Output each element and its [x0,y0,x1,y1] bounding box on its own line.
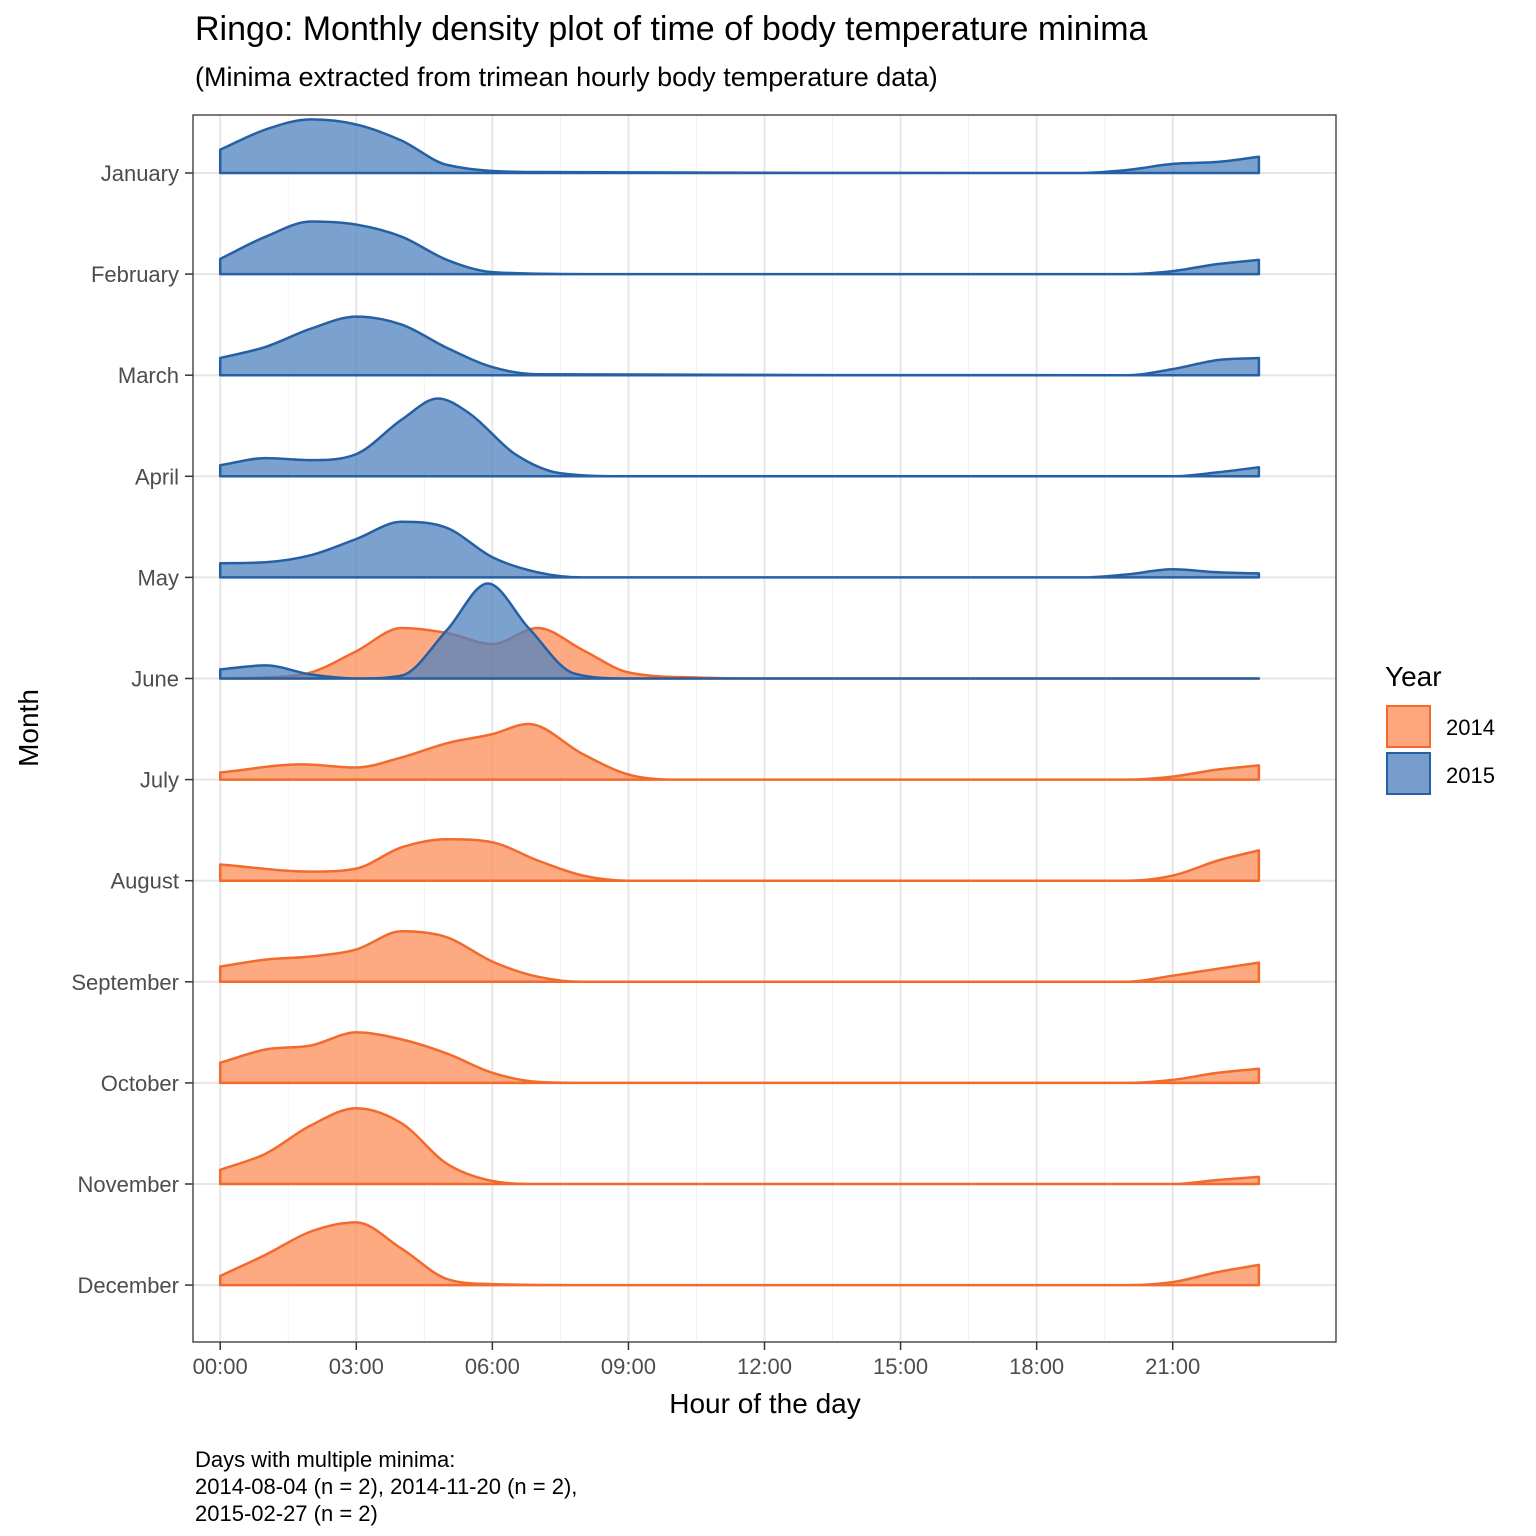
y-tick-label-october: October [101,1071,179,1096]
chart-title: Ringo: Monthly density plot of time of b… [195,10,1148,48]
y-tick-label-may: May [137,565,179,590]
y-tick-label-february: February [91,262,179,287]
x-tick-label: 21:00 [1145,1354,1200,1379]
ridge-march-2015 [218,315,1261,377]
y-tick-label-january: January [101,161,179,186]
ridge-may-2015 [218,520,1261,579]
y-tick-label-august: August [111,869,180,894]
ridge-layer [218,118,1261,1287]
caption-line: 2014-08-04 (n = 2), 2014-11-20 (n = 2), [195,1474,578,1499]
y-tick-label-july: July [140,768,179,793]
ridge-august-2014 [218,837,1261,882]
legend: Year 2014 2015 [1385,661,1495,795]
ridge-july-2014 [218,722,1261,781]
ridge-february-2015 [218,220,1261,276]
x-tick-label: 09:00 [601,1354,656,1379]
ridge-january-2015 [218,118,1261,175]
x-tick-label: 03:00 [329,1354,384,1379]
legend-swatch-2014 [1386,705,1431,748]
y-tick-label-september: September [71,970,179,995]
caption-line: Days with multiple minima: [195,1447,456,1472]
ridge-june-2015 [218,582,1261,680]
legend-title: Year [1385,661,1442,692]
ridge-september-2014 [218,930,1261,984]
ridge-november-2014 [218,1106,1261,1186]
y-tick-label-december: December [78,1273,179,1298]
x-axis-title: Hour of the day [669,1388,860,1419]
y-tick-label-june: June [131,667,179,692]
x-tick-label: 18:00 [1009,1354,1064,1379]
axis-layer: January February March April May June July Augu… [71,161,1200,1379]
y-axis-title: Month [13,689,44,767]
chart-subtitle: (Minima extracted from trimean hourly bo… [195,62,938,92]
x-tick-label: 00:00 [193,1354,248,1379]
x-tick-label: 15:00 [873,1354,928,1379]
y-tick-label-november: November [78,1172,179,1197]
caption-line: 2015-02-27 (n = 2) [195,1501,378,1526]
x-tick-label: 12:00 [737,1354,792,1379]
chart-caption: Days with multiple minima: 2014-08-04 (n… [195,1446,577,1527]
ridge-october-2014 [218,1031,1261,1085]
x-tick-label: 06:00 [465,1354,520,1379]
legend-swatch-2015 [1386,752,1431,795]
ridge-december-2014 [218,1221,1261,1287]
legend-label-2014: 2014 [1446,715,1495,740]
y-tick-label-march: March [118,363,179,388]
y-tick-label-april: April [135,464,179,489]
legend-label-2015: 2015 [1446,763,1495,788]
ridge-april-2015 [218,397,1261,478]
ridge-june-2014 [218,626,1261,680]
